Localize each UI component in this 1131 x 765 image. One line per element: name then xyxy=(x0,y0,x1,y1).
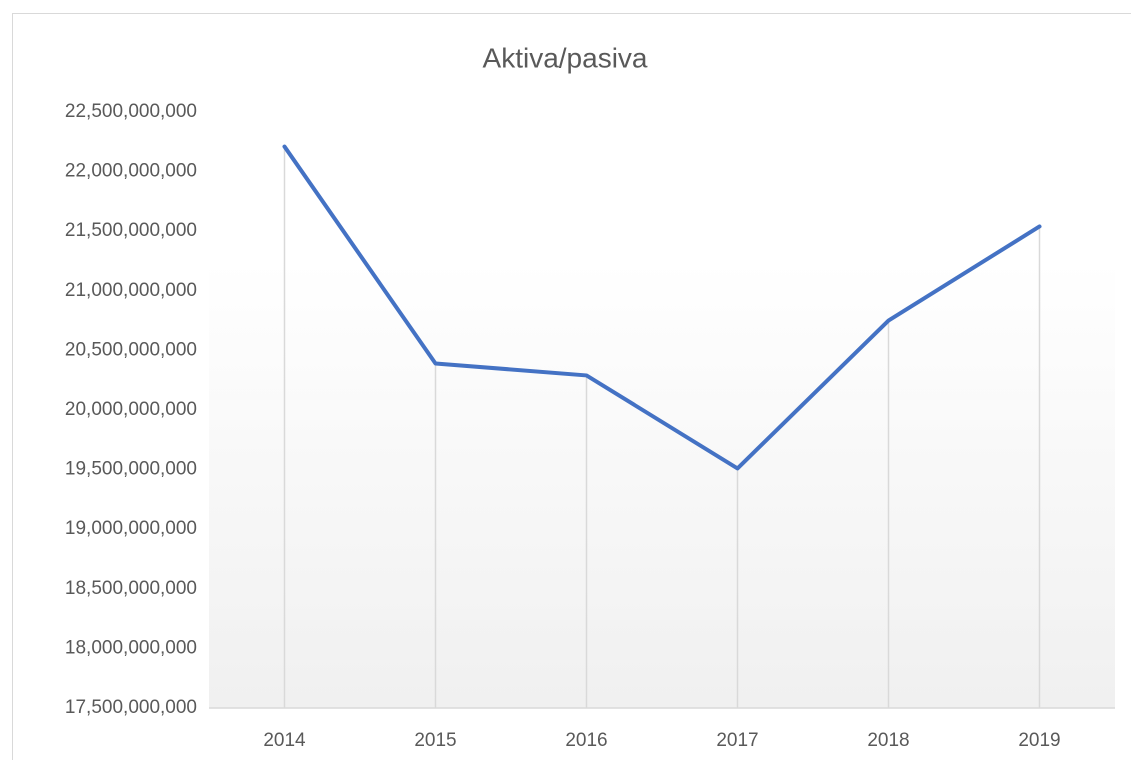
x-tick-label: 2019 xyxy=(1018,730,1060,751)
y-tick-label: 21,500,000,000 xyxy=(65,220,197,241)
x-tick-label: 2014 xyxy=(263,730,306,751)
y-tick-label: 18,500,000,000 xyxy=(65,578,197,599)
y-tick-label: 21,000,000,000 xyxy=(65,280,197,301)
y-tick-label: 20,500,000,000 xyxy=(65,339,197,360)
y-tick-label: 22,000,000,000 xyxy=(65,161,197,182)
x-tick-label: 2017 xyxy=(716,730,758,751)
chart-title: Aktiva/pasiva xyxy=(483,42,648,73)
y-tick-label: 18,000,000,000 xyxy=(65,637,197,658)
y-tick-label: 22,500,000,000 xyxy=(65,101,197,122)
y-tick-label: 17,500,000,000 xyxy=(65,697,197,718)
x-tick-label: 2015 xyxy=(414,730,456,751)
y-tick-label: 20,000,000,000 xyxy=(65,399,197,420)
x-tick-label: 2018 xyxy=(867,730,909,751)
y-tick-label: 19,000,000,000 xyxy=(65,518,197,539)
y-tick-label: 19,500,000,000 xyxy=(65,459,197,480)
x-tick-label: 2016 xyxy=(565,730,607,751)
plot-area xyxy=(209,112,1115,708)
